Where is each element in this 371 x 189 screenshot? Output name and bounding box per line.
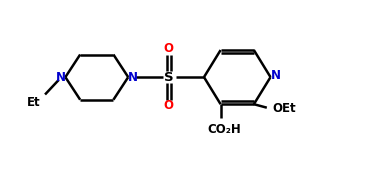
Text: Et: Et [26, 96, 40, 109]
Text: S: S [164, 71, 174, 84]
Text: N: N [271, 69, 281, 82]
Text: CO₂H: CO₂H [207, 123, 241, 136]
Text: N: N [128, 71, 138, 84]
Text: O: O [164, 42, 174, 55]
Text: O: O [164, 99, 174, 112]
Text: N: N [56, 71, 66, 84]
Text: OEt: OEt [272, 102, 296, 115]
